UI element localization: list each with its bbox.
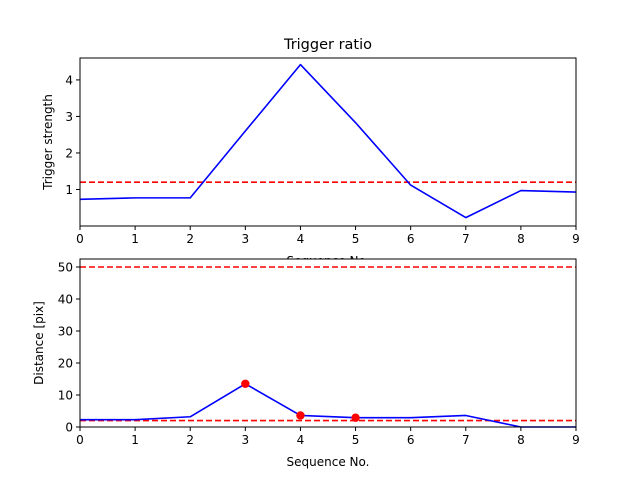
x-tick-label: 9 xyxy=(572,232,580,246)
y-tick-label: 1 xyxy=(65,183,73,197)
x-axis-label: Sequence No. xyxy=(287,455,370,469)
y-axis-label: Distance [pix] xyxy=(32,301,46,385)
y-tick-label: 10 xyxy=(58,389,73,403)
data-point xyxy=(351,413,360,422)
y-axis-label: Trigger strength xyxy=(41,94,55,191)
x-tick-label: 0 xyxy=(76,232,84,246)
x-tick-label: 7 xyxy=(462,433,470,447)
data-point xyxy=(296,411,305,420)
x-tick-label: 5 xyxy=(352,232,360,246)
data-point xyxy=(241,379,250,388)
x-tick-label: 8 xyxy=(517,433,525,447)
y-tick-label: 2 xyxy=(65,146,73,160)
x-tick-label: 3 xyxy=(242,433,250,447)
x-tick-label: 1 xyxy=(131,232,139,246)
x-tick-label: 2 xyxy=(186,433,194,447)
x-tick-label: 1 xyxy=(131,433,139,447)
x-tick-label: 8 xyxy=(517,232,525,246)
y-tick-label: 50 xyxy=(58,261,73,275)
plot-frame xyxy=(79,258,577,428)
y-tick-label: 30 xyxy=(58,325,73,339)
x-tick-label: 3 xyxy=(242,232,250,246)
y-tick-label: 20 xyxy=(58,357,73,371)
y-tick-label: 3 xyxy=(65,110,73,124)
series-line xyxy=(79,63,577,219)
x-tick-label: 6 xyxy=(407,232,415,246)
x-tick-label: 7 xyxy=(462,232,470,246)
plot-frame xyxy=(79,57,577,227)
x-tick-label: 0 xyxy=(76,433,84,447)
distance-chart: 0 1 2 3 4 5 6 7 8 9 0 10 20 30 40 50 Sequence No. Dist… xyxy=(32,258,580,469)
series-line xyxy=(80,382,576,428)
chart-title: Trigger ratio xyxy=(283,37,372,53)
x-tick-label: 5 xyxy=(352,433,360,447)
y-tick-label: 40 xyxy=(58,293,73,307)
y-tick-label: 4 xyxy=(65,73,73,87)
x-tick-label: 9 xyxy=(572,433,580,447)
x-tick-label: 2 xyxy=(186,232,194,246)
y-tick-label: 0 xyxy=(65,421,73,435)
x-tick-label: 4 xyxy=(297,232,305,246)
x-tick-label: 4 xyxy=(297,433,305,447)
plot-area xyxy=(80,259,576,427)
x-tick-label: 6 xyxy=(407,433,415,447)
